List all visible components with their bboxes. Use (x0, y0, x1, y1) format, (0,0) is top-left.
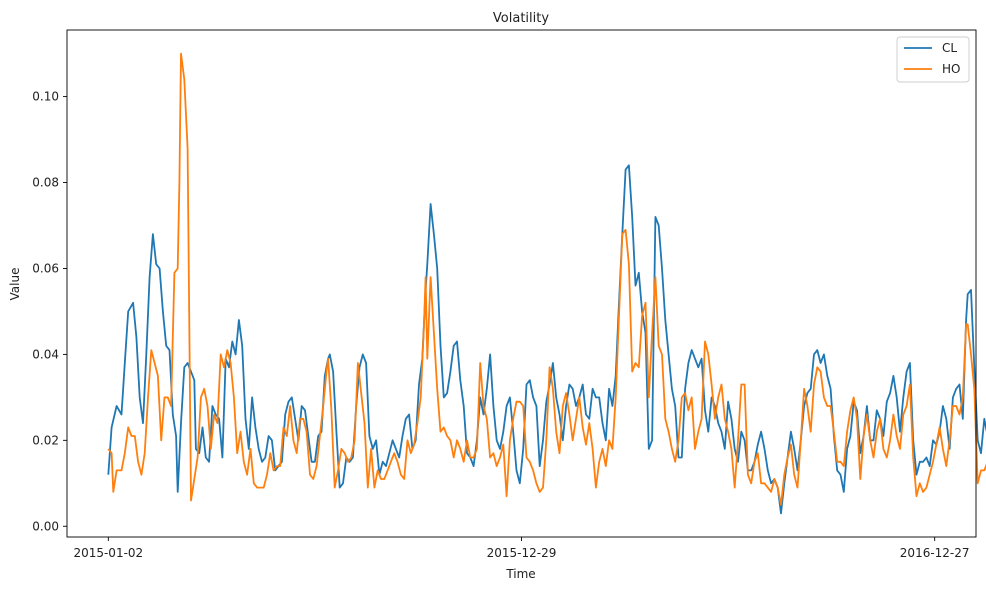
y-tick-label: 0.10 (32, 90, 59, 104)
y-tick-label: 0.02 (32, 433, 59, 447)
y-axis: 0.00 0.02 0.04 0.06 0.08 0.10 (32, 90, 67, 533)
legend-label-cl: CL (942, 41, 957, 55)
y-tick-label: 0.06 (32, 261, 59, 275)
series-line-ho (107, 52, 986, 506)
y-axis-label: Value (8, 268, 22, 301)
legend: CL HO (896, 36, 970, 83)
x-tick-label: 2015-01-02 (73, 546, 143, 560)
legend-label-ho: HO (942, 62, 960, 76)
x-tick-label: 2016-12-27 (900, 546, 970, 560)
series-layer (107, 52, 986, 515)
y-tick-label: 0.04 (32, 347, 59, 361)
y-tick-label: 0.08 (32, 176, 59, 190)
x-axis-label: Time (505, 567, 535, 581)
x-tick-label: 2015-12-29 (487, 546, 557, 560)
chart-title: Volatility (493, 11, 549, 26)
x-axis: 2015-01-02 2015-12-29 2016-12-27 (73, 537, 970, 560)
y-tick-label: 0.00 (32, 519, 59, 533)
